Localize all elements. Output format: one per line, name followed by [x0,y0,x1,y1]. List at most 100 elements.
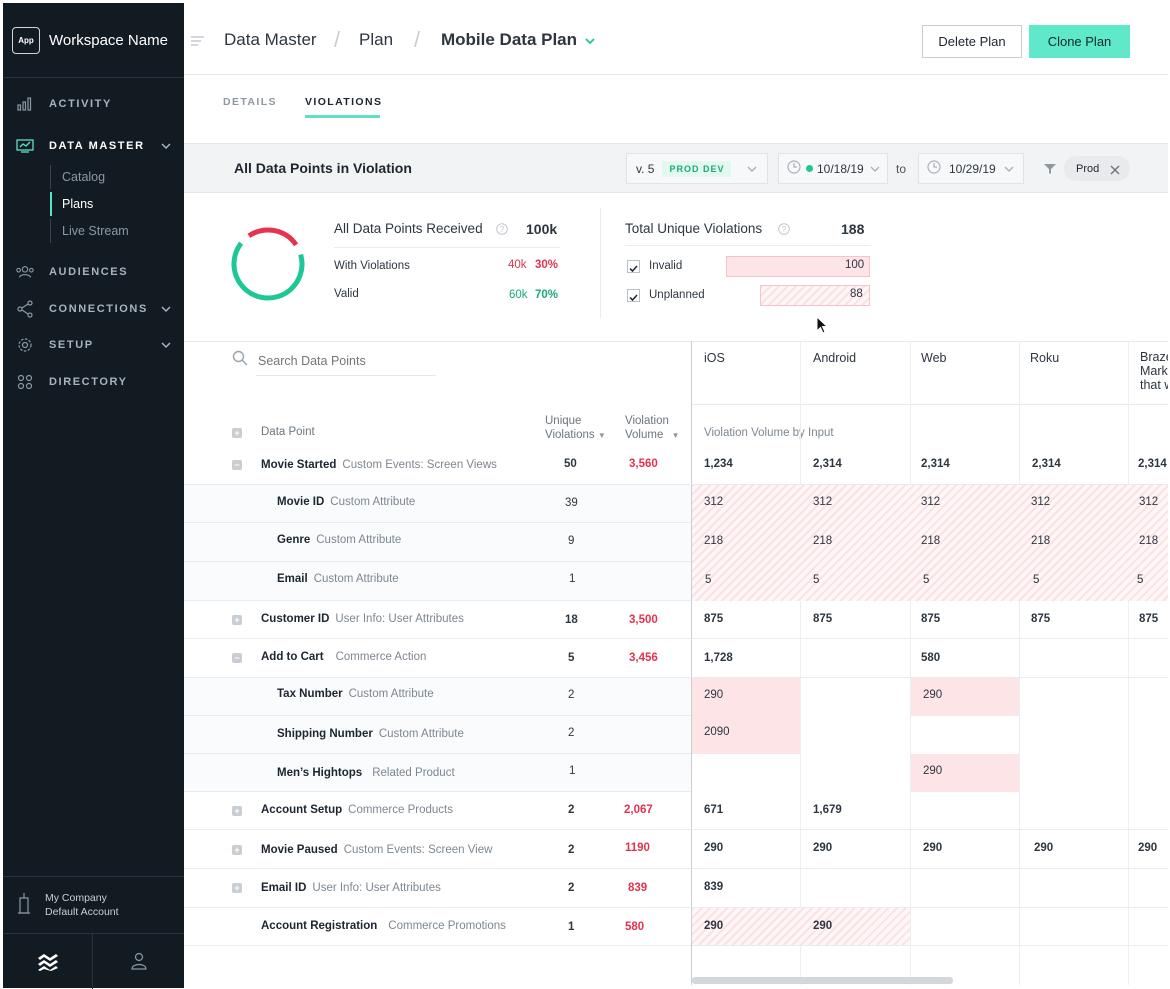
brand-logo-button[interactable] [3,934,93,989]
version-select[interactable]: v. 5 PROD DEV [626,153,768,184]
clock-icon [787,160,801,177]
subnav-plans[interactable]: Plans [50,192,184,216]
input-column-ios[interactable]: iOS [704,351,725,365]
info-icon[interactable]: ? [778,222,790,240]
unplanned-checkbox[interactable] [627,289,640,302]
input-cell: 2,314 [1032,458,1061,470]
chevron-down-icon[interactable] [160,302,172,320]
invalid-value: 100 [845,259,865,271]
input-cell: 5 [705,574,712,586]
data-point-type: Custom Attribute [348,688,434,700]
from-date-select[interactable]: 10/18/19 [778,153,888,184]
table-row[interactable] [184,792,1168,830]
table-row[interactable] [184,716,691,754]
chevron-down-icon[interactable] [160,139,172,157]
data-point-name: Email ID User Info: User Attributes [261,882,441,894]
nav-directory[interactable]: DIRECTORY [3,368,184,396]
filter-chip[interactable]: Prod [1064,156,1130,181]
chevron-down-icon[interactable] [584,34,596,52]
invalid-checkbox[interactable] [627,260,640,273]
chevron-down-icon[interactable] [160,338,172,356]
search-icon [232,350,248,371]
sort-desc-icon: ▼ [597,431,606,440]
nav-activity[interactable]: ACTIVITY [3,90,184,118]
table-row[interactable] [184,447,1168,485]
table-row[interactable] [184,562,691,601]
collapse-row-icon[interactable]: − [232,653,242,663]
breadcrumb-data-master[interactable]: Data Master [224,30,317,49]
nav-setup[interactable]: SETUP [3,331,184,359]
page-header: Data Master / Plan / Mobile Data Plan De… [184,3,1168,75]
workspace-switcher[interactable]: App Workspace Name [3,3,184,78]
header-line: Unique [545,415,582,427]
expand-row-icon[interactable]: + [232,845,242,855]
to-date-select[interactable]: 10/29/19 [918,153,1024,184]
menu-toggle-icon[interactable] [191,34,204,52]
table-row[interactable] [184,639,1168,678]
table-row[interactable] [184,601,1168,639]
input-column-android[interactable]: Android [813,351,857,365]
nav-audiences[interactable]: AUDIENCES [3,258,184,286]
data-point-label: Genre [277,534,311,546]
tab-violations[interactable]: VIOLATIONS [305,96,383,108]
nav-label: DATA MASTER [49,140,145,152]
breadcrumb-separator: / [414,27,421,52]
audiences-icon [15,264,35,280]
input-cell: 875 [921,613,941,625]
column-header-unique-violations[interactable]: Unique Violations ▼ [545,414,606,443]
data-point-label: Tax Number [277,688,343,700]
subnav-catalog[interactable]: Catalog [50,165,184,189]
data-point-label: Account Registration [261,920,378,932]
environment-badge: PROD DEV [662,160,732,177]
company-switcher[interactable]: My Company Default Account [3,876,184,933]
expand-all-icon[interactable]: + [232,428,242,438]
column-header-violation-volume[interactable]: Violation Volume ▼ [625,414,679,443]
unique-violations-value: 2 [568,844,575,856]
unique-violations-value: 1 [568,921,575,933]
table-row[interactable] [184,754,691,792]
nav-label: ACTIVITY [49,98,112,110]
table-row[interactable] [184,678,691,716]
data-point-type: Commerce Promotions [388,920,506,932]
valid-count: 60k [509,289,528,301]
breadcrumb-plan[interactable]: Plan [359,30,394,49]
unplanned-bar [760,285,870,306]
table-row[interactable] [184,485,691,523]
search-input[interactable] [256,346,436,376]
page-title[interactable]: Mobile Data Plan [441,30,578,49]
data-point-type: Custom Attribute [313,573,399,585]
data-point-label: Men’s Hightops [277,767,363,779]
user-profile-button[interactable] [93,934,184,988]
expand-row-icon[interactable]: + [232,806,242,816]
info-icon[interactable]: ? [496,222,508,240]
live-status-dot [806,165,813,172]
data-point-label: Movie Started [261,459,337,471]
nav-data-master[interactable]: DATA MASTER [3,132,184,160]
input-column-braze[interactable]: Braze Mark that w [1140,350,1168,392]
delete-plan-button[interactable]: Delete Plan [922,25,1022,58]
column-header-data-point[interactable]: Data Point [261,426,315,438]
table-row[interactable] [184,523,691,562]
horizontal-scrollbar[interactable] [692,977,953,984]
data-point-name: Tax Number Custom Attribute [277,688,434,700]
input-column-web[interactable]: Web [921,351,947,365]
input-cell: 290 [1034,842,1054,854]
subnav-live-stream[interactable]: Live Stream [50,219,184,243]
input-cell: 1,234 [704,458,733,470]
filter-icon[interactable] [1044,162,1056,180]
close-icon[interactable] [1110,162,1120,180]
chevron-down-icon [746,163,758,178]
table-row[interactable] [184,908,691,946]
tab-details[interactable]: DETAILS [223,96,277,108]
table-row[interactable] [184,830,1168,869]
nav-connections[interactable]: CONNECTIONS [3,295,184,323]
header-line: Volume [625,429,664,441]
collapse-row-icon[interactable]: − [232,460,242,470]
input-column-roku[interactable]: Roku [1030,351,1060,365]
expand-row-icon[interactable]: + [232,615,242,625]
clone-plan-button[interactable]: Clone Plan [1029,25,1130,58]
input-cell: 839 [704,881,724,893]
header-line: Violation [625,415,669,427]
expand-row-icon[interactable]: + [232,883,242,893]
table-row[interactable] [184,869,1168,908]
